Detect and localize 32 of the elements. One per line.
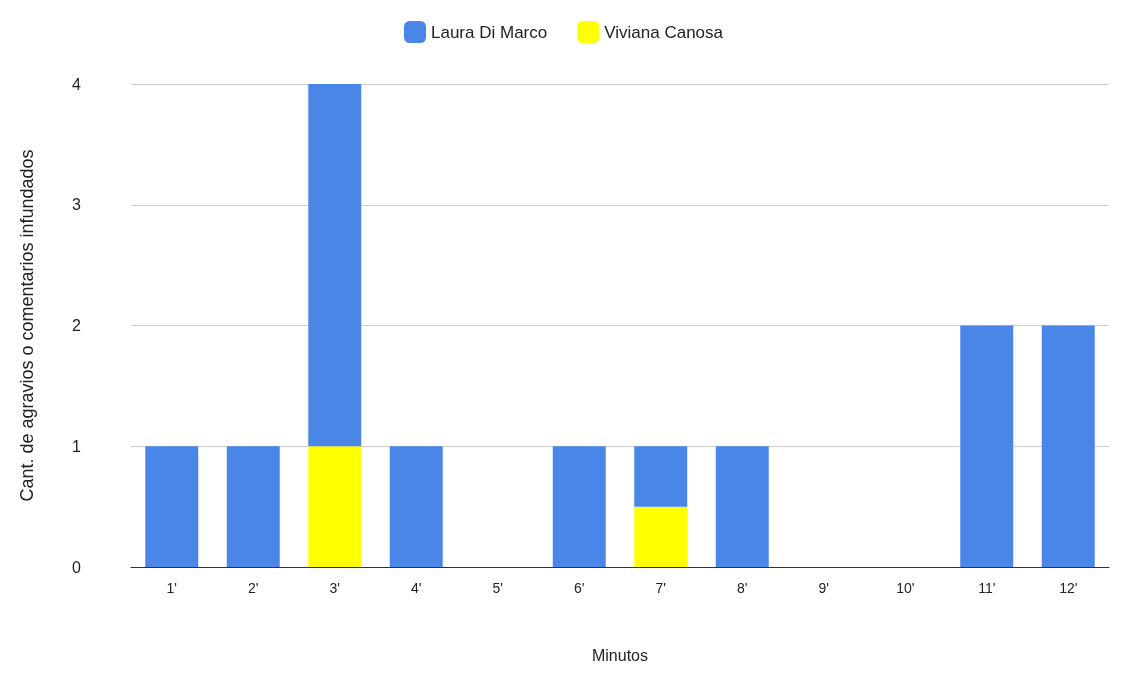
bar — [226, 446, 280, 567]
x-tick-label: 3' — [329, 580, 340, 596]
x-tick-label: 10' — [896, 580, 915, 596]
bar — [634, 446, 688, 507]
bar — [715, 446, 769, 567]
x-tick-label: 7' — [655, 580, 666, 596]
x-tick-label: 8' — [737, 580, 748, 596]
y-tick-label: 2 — [72, 317, 82, 334]
bar — [308, 446, 362, 567]
x-tick-label: 6' — [574, 580, 585, 596]
x-tick-label: 2' — [248, 580, 259, 596]
bar — [1041, 325, 1095, 567]
y-axis-title: Cant. de agravios o comentarios infundados — [17, 149, 37, 502]
bar — [389, 446, 443, 567]
x-tick-label: 4' — [411, 580, 422, 596]
bar — [552, 446, 606, 567]
x-tick-label: 11' — [978, 580, 996, 596]
bar — [308, 84, 362, 447]
x-tick-label: 1' — [166, 580, 177, 596]
y-tick-label: 3 — [72, 196, 82, 214]
x-tick-label: 9' — [818, 580, 829, 596]
bar — [145, 446, 199, 567]
legend-label: Laura Di Marco — [431, 22, 548, 42]
x-tick-label: 5' — [492, 580, 503, 596]
x-tick-label: 12' — [1059, 580, 1078, 596]
x-axis-title: Minutos — [591, 646, 649, 664]
y-tick-label: 0 — [72, 558, 82, 576]
bar — [960, 325, 1014, 567]
y-tick-label: 1 — [72, 437, 82, 455]
y-tick-label: 4 — [72, 75, 82, 93]
legend-label: Viviana Canosa — [604, 22, 724, 42]
bar — [634, 506, 688, 567]
